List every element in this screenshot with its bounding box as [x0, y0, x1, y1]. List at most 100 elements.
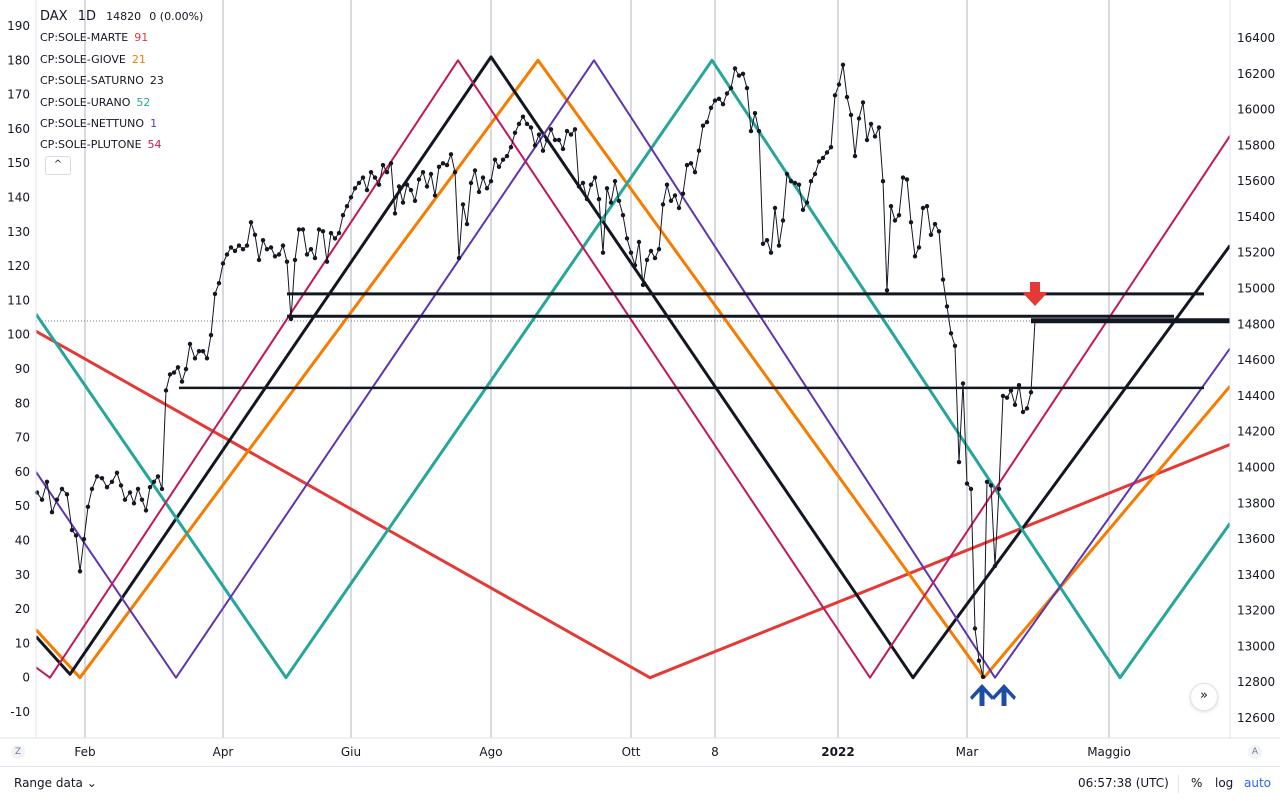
dax-point	[620, 213, 626, 218]
dax-point	[904, 177, 910, 182]
symbol-change: 0 (0.00%)	[149, 10, 204, 23]
dax-point	[99, 476, 105, 481]
dax-point	[118, 483, 124, 488]
dax-point	[632, 263, 638, 268]
time-axis-labels[interactable]: Feb Apr Giu Ago Ott 8 2022 Mar Maggio	[74, 745, 1130, 759]
legend-item-nettuno[interactable]: CP:SOLE-NETTUNO 1	[40, 113, 203, 134]
dax-point	[504, 153, 510, 159]
dax-point	[752, 111, 758, 116]
dax-point	[352, 186, 358, 191]
dax-point	[404, 182, 410, 187]
dax-point	[432, 193, 438, 198]
cycle-line-cp-sole-giove	[36, 58, 1230, 680]
dax-point	[624, 236, 630, 241]
dax-point	[796, 182, 802, 187]
right-axis-ticks[interactable]: 16400 16200 16000 15800 15600 15400 15200 15000…	[1237, 31, 1275, 725]
auto-scale-corner-button[interactable]: A	[1248, 745, 1262, 759]
right-axis-tick-label: 16400	[1237, 31, 1275, 45]
dax-point	[59, 486, 65, 492]
legend-value: 54	[147, 138, 162, 152]
dax-point	[1012, 402, 1018, 407]
left-axis-tick-label: 190	[7, 19, 30, 33]
symbol-interval: 1D	[77, 9, 97, 24]
time-axis-label: Mar	[956, 745, 979, 759]
right-axis-tick-label: 15200	[1237, 246, 1275, 260]
dax-point	[576, 184, 582, 189]
dax-point	[716, 96, 722, 102]
dax-point	[1008, 388, 1014, 393]
left-axis-tick-label: 130	[7, 225, 30, 239]
log-scale-toggle[interactable]: log	[1215, 776, 1234, 790]
dax-point	[412, 198, 418, 203]
chart-canvas[interactable]: 1901801701601501401301201101009080706050…	[0, 0, 1280, 766]
legend-item-plutone[interactable]: CP:SOLE-PLUTONE 54	[40, 134, 203, 155]
dax-point	[832, 93, 838, 98]
legend-label: CP:SOLE-URANO	[40, 95, 131, 109]
dax-point	[892, 218, 898, 223]
dax-point	[256, 257, 262, 263]
symbol-title[interactable]: DAX 1D 14820 0 (0.00%)	[40, 6, 203, 27]
dax-point	[73, 533, 79, 538]
legend-item-urano[interactable]: CP:SOLE-URANO 52	[40, 92, 203, 113]
dax-point	[976, 658, 982, 663]
legend-label: CP:SOLE-NETTUNO	[40, 117, 145, 131]
dax-point	[516, 121, 522, 127]
dax-point	[736, 73, 742, 78]
dax-point	[54, 497, 60, 502]
dax-point	[528, 125, 534, 130]
dax-point	[480, 175, 486, 180]
dax-point	[384, 170, 390, 175]
legend-value: 21	[131, 52, 146, 66]
legend-label: CP:SOLE-GIOVE	[40, 52, 126, 66]
zoom-reset-button[interactable]: Z	[11, 745, 25, 759]
dax-point	[788, 179, 794, 184]
clock-text: 06:57:38 (UTC)	[1078, 776, 1169, 790]
dax-point	[724, 91, 730, 96]
utc-clock[interactable]: 06:57:38 (UTC)	[1078, 776, 1169, 790]
dax-point	[804, 200, 810, 205]
right-axis-tick-label: 14000	[1237, 460, 1275, 474]
dax-point	[284, 259, 290, 264]
dax-point	[928, 232, 934, 237]
left-axis-ticks[interactable]: 1901801701601501401301201101009080706050…	[7, 19, 30, 719]
dax-point	[183, 366, 189, 372]
right-axis-tick-label: 15800	[1237, 138, 1275, 152]
dax-point	[872, 134, 878, 139]
scroll-to-realtime-button[interactable]: »	[1190, 683, 1218, 711]
time-axis-label: Maggio	[1087, 745, 1131, 759]
legend-item-saturno[interactable]: CP:SOLE-SATURNO 23	[40, 70, 203, 91]
dax-point	[171, 370, 177, 375]
dax-point	[232, 248, 238, 254]
legend-value: 1	[150, 117, 158, 131]
legend-item-giove[interactable]: CP:SOLE-GIOVE 21	[40, 49, 203, 70]
left-axis-tick-label: 0	[22, 671, 30, 685]
dax-point	[824, 150, 830, 155]
legend-label: CP:SOLE-MARTE	[40, 31, 129, 45]
legend-item-marte[interactable]: CP:SOLE-MARTE 91	[40, 27, 203, 48]
dax-point	[680, 191, 686, 196]
legend-value: 91	[134, 31, 149, 45]
dax-point	[560, 146, 566, 152]
left-axis-tick-label: 50	[15, 499, 30, 513]
dax-point	[472, 168, 478, 173]
dax-point	[876, 125, 882, 130]
dax-point	[748, 128, 754, 134]
dax-point	[592, 175, 598, 180]
dax-point	[175, 365, 181, 370]
dax-point	[868, 121, 874, 127]
dax-point	[524, 121, 530, 127]
percent-scale-toggle[interactable]: %	[1191, 776, 1203, 790]
dax-point	[1028, 390, 1034, 395]
dax-point	[596, 196, 602, 202]
cycle-series-group	[36, 55, 1230, 680]
dax-point	[81, 536, 87, 542]
range-data-button[interactable]: Range data ⌄	[14, 776, 97, 790]
dax-point	[248, 220, 254, 225]
auto-scale-toggle[interactable]: auto	[1244, 776, 1272, 790]
dax-point	[728, 85, 734, 91]
dax-point	[179, 379, 185, 384]
legend-collapse-button[interactable]: ^	[45, 156, 71, 175]
dax-point	[77, 569, 83, 574]
legend-value: 52	[136, 95, 151, 109]
plot-area[interactable]	[36, 0, 1230, 738]
